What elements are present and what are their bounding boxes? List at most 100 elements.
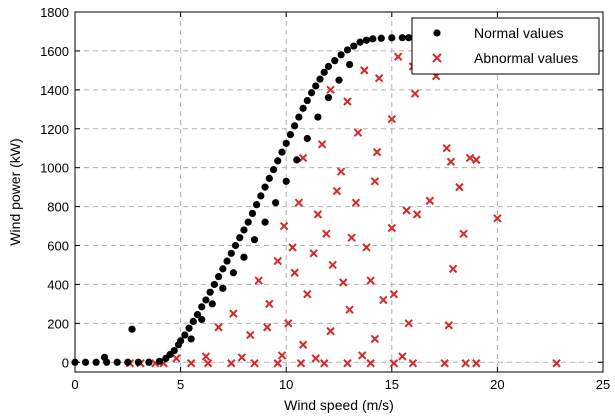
abnormal-point bbox=[370, 334, 380, 344]
normal-point bbox=[257, 192, 265, 200]
abnormal-point bbox=[442, 144, 451, 153]
abnormal-point bbox=[227, 359, 236, 368]
abnormal-point bbox=[370, 177, 380, 186]
abnormal-point bbox=[284, 319, 293, 328]
normal-point bbox=[219, 284, 227, 292]
normal-point bbox=[388, 34, 396, 42]
y-tick-label: 0 bbox=[62, 355, 69, 370]
normal-point bbox=[362, 36, 371, 44]
abnormal-point bbox=[343, 97, 352, 106]
abnormal-point bbox=[273, 256, 282, 266]
abnormal-point bbox=[294, 198, 304, 207]
abnormal-point bbox=[336, 167, 346, 176]
abnormal-point bbox=[410, 89, 420, 98]
abnormal-point bbox=[393, 52, 403, 61]
legend-abnormal-label: Abnormal values bbox=[474, 50, 578, 66]
abnormal-point bbox=[374, 73, 384, 83]
abnormal-point bbox=[254, 276, 263, 285]
x-tick-label: 20 bbox=[490, 377, 504, 392]
normal-point bbox=[100, 353, 109, 362]
abnormal-point bbox=[290, 268, 299, 277]
normal-point bbox=[210, 280, 218, 289]
normal-point bbox=[293, 156, 301, 164]
legend: Normal values Abnormal values bbox=[411, 17, 600, 75]
normal-point bbox=[265, 174, 273, 182]
normal-point bbox=[356, 38, 364, 46]
normal-point bbox=[307, 89, 316, 97]
abnormal-point bbox=[339, 278, 348, 287]
normal-point bbox=[261, 218, 269, 226]
y-tick-label: 1000 bbox=[40, 161, 69, 176]
abnormal-point bbox=[277, 351, 287, 360]
normal-point bbox=[369, 35, 377, 43]
legend-normal-marker bbox=[433, 29, 441, 37]
abnormal-point bbox=[343, 359, 352, 368]
normal-point bbox=[350, 42, 358, 50]
normal-point bbox=[398, 34, 406, 42]
normal-point bbox=[236, 234, 244, 242]
normal-point bbox=[223, 257, 231, 265]
normal-point bbox=[215, 273, 223, 281]
abnormal-point bbox=[172, 354, 181, 363]
normal-point bbox=[170, 346, 178, 355]
normal-point bbox=[314, 113, 322, 121]
normal-point bbox=[198, 315, 206, 324]
legend-normal-label: Normal values bbox=[474, 25, 563, 41]
y-tick-label: 1400 bbox=[40, 83, 69, 98]
abnormal-point bbox=[298, 153, 308, 163]
x-tick-label: 10 bbox=[279, 377, 293, 392]
abnormal-point bbox=[465, 153, 475, 163]
y-axis-label: Wind power (kW) bbox=[7, 138, 23, 245]
normal-point bbox=[208, 300, 216, 308]
normal-point bbox=[250, 236, 259, 244]
normal-point bbox=[324, 62, 333, 71]
abnormal-point bbox=[328, 260, 337, 270]
y-tick-label: 1600 bbox=[40, 44, 69, 59]
abnormal-point bbox=[313, 210, 323, 219]
normal-point bbox=[81, 358, 90, 366]
y-tick-label: 800 bbox=[47, 200, 69, 215]
abnormal-point bbox=[425, 196, 435, 205]
axis-ticks: 0 5 10 15 20 25 0 200 400 600 800 1000 1200 1400 1600 1… bbox=[40, 5, 610, 392]
normal-point bbox=[124, 358, 132, 366]
abnormal-point bbox=[404, 319, 413, 328]
normal-point bbox=[278, 148, 286, 156]
normal-point bbox=[206, 288, 214, 296]
abnormal-point bbox=[408, 359, 418, 368]
abnormal-point bbox=[320, 359, 329, 368]
y-tick-label: 1200 bbox=[40, 122, 69, 137]
abnormal-point bbox=[298, 340, 308, 349]
abnormal-point bbox=[237, 353, 247, 362]
normal-point bbox=[71, 358, 79, 366]
abnormal-point bbox=[345, 305, 354, 314]
normal-point bbox=[177, 337, 185, 345]
abnormal-point bbox=[296, 359, 306, 368]
abnormal-point bbox=[351, 198, 361, 207]
normal-point bbox=[227, 249, 235, 257]
normal-point bbox=[303, 134, 311, 143]
abnormal-point bbox=[459, 229, 468, 239]
normal-point bbox=[181, 331, 189, 339]
y-tick-label: 1800 bbox=[40, 5, 69, 20]
abnormal-point bbox=[353, 128, 363, 137]
abnormal-point bbox=[440, 359, 449, 368]
normal-point bbox=[345, 60, 354, 69]
normal-point bbox=[299, 104, 307, 112]
normal-point bbox=[272, 199, 280, 207]
normal-point bbox=[155, 357, 164, 365]
normal-point bbox=[134, 358, 142, 366]
normal-point bbox=[231, 241, 240, 250]
abnormal-point bbox=[446, 157, 456, 167]
normal-point bbox=[282, 139, 290, 147]
x-axis-label: Wind speed (m/s) bbox=[284, 397, 394, 413]
normal-point bbox=[295, 113, 303, 121]
abnormal-point bbox=[362, 243, 371, 252]
abnormal-point bbox=[186, 359, 196, 368]
abnormal-point bbox=[455, 182, 464, 192]
abnormal-point bbox=[472, 155, 481, 165]
normal-point bbox=[248, 209, 257, 218]
abnormal-point bbox=[366, 276, 375, 285]
normal-point bbox=[198, 303, 206, 311]
abnormal-point bbox=[387, 223, 397, 233]
